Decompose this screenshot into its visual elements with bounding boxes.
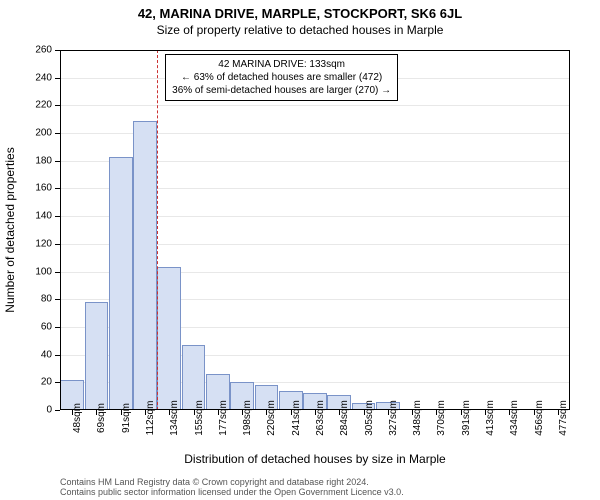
y-tick: 260 — [35, 45, 52, 56]
x-tick: 456sqm — [534, 400, 545, 436]
y-tick: 100 — [35, 266, 52, 277]
y-tick: 80 — [41, 294, 52, 305]
attribution: Contains HM Land Registry data © Crown c… — [60, 478, 404, 498]
reference-line — [157, 50, 158, 410]
x-tick: 220sqm — [266, 400, 277, 436]
x-tick: 348sqm — [412, 400, 423, 436]
chart-title-sub: Size of property relative to detached ho… — [0, 21, 600, 37]
info-box: 42 MARINA DRIVE: 133sqm ← 63% of detache… — [165, 54, 398, 101]
x-tick: 391sqm — [461, 400, 472, 436]
x-tick: 112sqm — [145, 401, 156, 436]
y-tick: 220 — [35, 100, 52, 111]
x-tick: 134sqm — [169, 400, 180, 436]
x-tick: 434sqm — [509, 400, 520, 436]
y-axis: 020406080100120140160180200220240260 — [0, 50, 60, 410]
y-tick: 160 — [35, 183, 52, 194]
x-tick: 198sqm — [242, 400, 253, 436]
chart-title-main: 42, MARINA DRIVE, MARPLE, STOCKPORT, SK6… — [0, 0, 600, 21]
y-tick: 120 — [35, 238, 52, 249]
x-tick: 327sqm — [388, 400, 399, 436]
x-tick: 241sqm — [291, 400, 302, 436]
attribution-line-2: Contains public sector information licen… — [60, 488, 404, 498]
y-tick: 40 — [41, 349, 52, 360]
x-tick: 305sqm — [364, 400, 375, 436]
x-tick: 48sqm — [72, 403, 83, 433]
histogram-bar — [109, 157, 133, 410]
x-tick: 263sqm — [315, 400, 326, 436]
y-tick: 140 — [35, 211, 52, 222]
x-tick: 177sqm — [218, 400, 229, 436]
x-tick: 91sqm — [121, 403, 132, 433]
x-tick: 477sqm — [558, 400, 569, 436]
y-tick: 60 — [41, 321, 52, 332]
x-axis-label: Distribution of detached houses by size … — [60, 452, 570, 466]
info-line-2: ← 63% of detached houses are smaller (47… — [172, 71, 391, 84]
y-tick: 0 — [46, 405, 52, 416]
x-tick: 284sqm — [339, 400, 350, 436]
y-tick: 200 — [35, 128, 52, 139]
x-tick: 69sqm — [96, 403, 107, 433]
info-line-3: 36% of semi-detached houses are larger (… — [172, 84, 391, 97]
x-tick: 413sqm — [485, 400, 496, 436]
plot-area: 42 MARINA DRIVE: 133sqm ← 63% of detache… — [60, 50, 570, 410]
y-tick: 240 — [35, 72, 52, 83]
histogram-bar — [85, 302, 109, 410]
histogram-bar — [133, 121, 157, 410]
x-tick: 370sqm — [436, 400, 447, 436]
x-tick: 155sqm — [194, 400, 205, 436]
y-tick: 180 — [35, 155, 52, 166]
y-tick: 20 — [41, 377, 52, 388]
chart-container: 42, MARINA DRIVE, MARPLE, STOCKPORT, SK6… — [0, 0, 600, 500]
info-line-1: 42 MARINA DRIVE: 133sqm — [172, 58, 391, 71]
histogram-bar — [157, 267, 181, 410]
